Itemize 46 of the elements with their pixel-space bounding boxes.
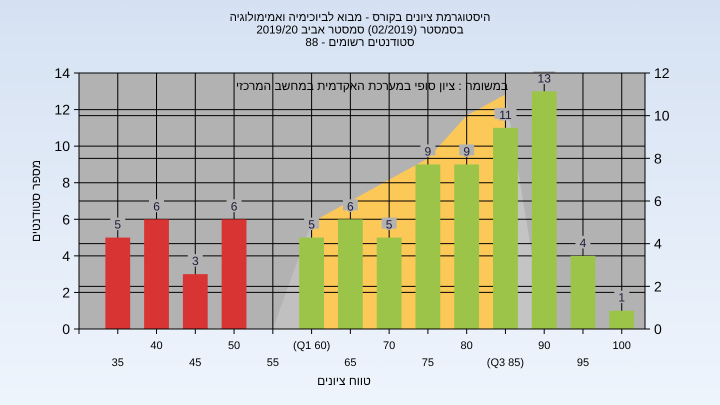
x-tick-label: 80 — [460, 340, 473, 352]
data-label: 13 — [538, 71, 552, 86]
data-label: 4 — [580, 236, 587, 250]
data-label: 9 — [463, 144, 470, 158]
y-tick-label: 2 — [62, 284, 70, 300]
data-label: 5 — [114, 218, 122, 232]
data-label: 6 — [153, 199, 160, 214]
x-tick-label: 65 — [344, 357, 356, 369]
data-label: 9 — [424, 144, 432, 158]
x-tick-label: 100 — [612, 340, 631, 352]
y-tick-label: 12 — [54, 102, 70, 118]
x-tick-label: 55 — [266, 357, 279, 369]
y-tick-label: 6 — [62, 211, 70, 228]
y-axis-title: מספר סטודנטים — [29, 160, 43, 242]
y2-tick-label: 10 — [654, 108, 670, 124]
x-tick-label: 75 — [422, 357, 434, 369]
y-tick-label: 10 — [54, 138, 70, 154]
x-tick-label: 70 — [383, 340, 396, 352]
y-tick-label: 0 — [62, 321, 70, 337]
y2-tick-label: 0 — [654, 321, 662, 337]
data-label: 6 — [230, 199, 238, 214]
data-label: 6 — [347, 199, 354, 214]
x-tick-label: (Q1 60) — [292, 340, 330, 352]
y-tick-label: 14 — [54, 65, 70, 81]
x-tick-label: 90 — [538, 340, 550, 352]
x-tick-label: 40 — [150, 340, 163, 352]
x-tick-label: 95 — [576, 357, 590, 369]
data-label: 5 — [386, 218, 393, 232]
chart-title: היסטוגרמת ציונים בקורס - מבוא לביוכימיה ואמימולוגיה — [230, 11, 490, 24]
y2-tick-label: 2 — [654, 278, 662, 294]
y-tick-label: 8 — [62, 174, 70, 191]
x-tick-label: 45 — [189, 357, 202, 369]
x-tick-label: 50 — [228, 340, 240, 352]
y2-tick-label: 4 — [654, 236, 662, 252]
x-tick-label: 35 — [112, 357, 124, 369]
chart-subtitle: בסמסטר (02/2019) סמסטר אביב 2019/20 סטודנטים רשומים - 88 — [256, 24, 464, 49]
x-axis-title: טווח ציונים — [317, 374, 372, 388]
y2-tick-label: 6 — [654, 193, 662, 209]
data-label: 1 — [618, 290, 626, 305]
x-tick-label: (Q3 85) — [486, 357, 524, 369]
y2-tick-label: 8 — [654, 150, 662, 166]
data-label: 5 — [308, 218, 316, 232]
data-label: 11 — [499, 108, 512, 122]
y2-tick-label: 12 — [654, 65, 670, 81]
y-tick-label: 4 — [62, 248, 70, 264]
data-label: 3 — [192, 254, 199, 268]
